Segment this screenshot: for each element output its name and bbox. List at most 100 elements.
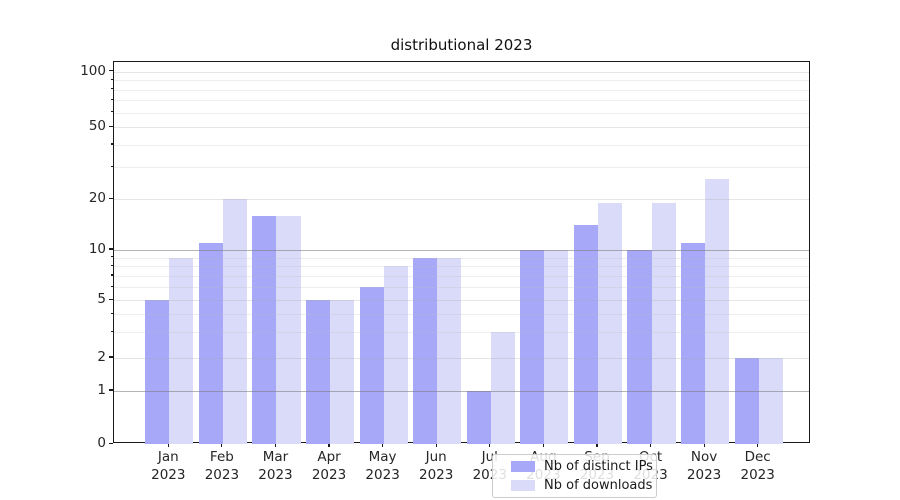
gridline-y-40 <box>114 144 809 146</box>
gridline-y-9 <box>114 257 809 259</box>
gridlines <box>114 62 809 442</box>
x-tick-label-dec: Dec 2023 <box>740 449 775 483</box>
y-minor-tick-mark-9 <box>110 256 113 258</box>
gridline-y-60 <box>114 112 809 114</box>
bar-ips-may <box>359 287 384 445</box>
y-tick-mark-100 <box>109 70 113 72</box>
bar-downloads-mar <box>276 215 301 445</box>
y-tick-label-50: 50 <box>88 118 106 135</box>
y-minor-tick-mark-3 <box>110 330 113 333</box>
x-tick-label-may: May 2023 <box>365 449 400 483</box>
bars <box>114 62 809 445</box>
gridline-y-70 <box>114 100 809 102</box>
bar-downloads-feb <box>222 199 247 445</box>
gridline-y-90 <box>114 80 809 82</box>
y-tick-mark-20 <box>109 197 113 199</box>
bar-ips-oct <box>627 250 652 445</box>
gridline-y-7 <box>114 275 809 277</box>
legend-swatch-distinct-ips <box>511 461 535 472</box>
legend-item-distinct-ips: Nb of distinct IPs <box>493 459 656 474</box>
y-minor-tick-mark-70 <box>110 98 113 100</box>
x-tick-mark-mar <box>274 443 277 447</box>
gridline-y-3 <box>114 332 809 334</box>
y-tick-label-5: 5 <box>97 291 106 308</box>
gridline-y-1 <box>114 391 809 392</box>
bar-ips-feb <box>198 243 223 445</box>
bar-downloads-nov <box>705 178 730 445</box>
y-minor-tick-mark-40 <box>110 143 113 145</box>
y-minor-tick-mark-4 <box>110 312 113 315</box>
bar-ips-sep <box>573 225 598 445</box>
y-tick-mark-5 <box>109 298 113 300</box>
y-minor-tick-mark-30 <box>110 165 113 168</box>
bar-downloads-may <box>383 266 408 445</box>
x-tick-mark-dec <box>757 443 759 447</box>
x-tick-mark-feb <box>221 443 223 447</box>
x-tick-label-mar: Mar 2023 <box>258 449 293 483</box>
x-tick-label-nov: Nov 2023 <box>686 449 722 483</box>
x-tick-mark-oct <box>649 443 652 447</box>
y-tick-mark-0 <box>109 442 113 444</box>
bar-ips-nov <box>681 243 706 445</box>
y-minor-tick-mark-6 <box>110 285 113 287</box>
bar-ips-apr <box>305 300 331 445</box>
legend: Nb of distinct IPs Nb of downloads <box>492 454 657 498</box>
y-tick-mark-50 <box>109 125 113 127</box>
bar-ips-dec <box>734 358 759 445</box>
y-minor-tick-mark-80 <box>110 88 113 90</box>
x-tick-mark-jun <box>435 443 437 447</box>
legend-item-downloads: Nb of downloads <box>493 478 656 493</box>
x-tick-mark-aug <box>542 443 544 447</box>
bar-downloads-jul <box>490 332 515 445</box>
bar-ips-aug <box>520 250 545 445</box>
x-tick-label-apr: Apr 2023 <box>311 449 347 483</box>
bar-downloads-aug <box>544 250 569 445</box>
bar-downloads-sep <box>597 203 623 445</box>
y-minor-tick-mark-90 <box>110 78 113 80</box>
gridline-y-10 <box>114 250 809 251</box>
x-tick-mark-nov <box>703 443 705 447</box>
bar-ips-jun <box>413 257 438 445</box>
y-tick-label-1: 1 <box>97 382 106 398</box>
x-tick-mark-apr <box>328 443 330 447</box>
y-minor-tick-mark-60 <box>110 111 113 113</box>
x-tick-label-jun: Jun 2023 <box>419 449 454 483</box>
bar-downloads-apr <box>330 300 355 445</box>
y-tick-label-20: 20 <box>88 190 106 207</box>
y-minor-tick-mark-7 <box>110 274 113 276</box>
x-tick-mark-sep <box>596 443 598 447</box>
gridline-y-6 <box>114 287 809 289</box>
y-tick-label-0: 0 <box>97 435 106 452</box>
gridline-y-8 <box>114 266 809 268</box>
legend-label-downloads: Nb of downloads <box>544 478 653 493</box>
x-tick-mark-jan <box>167 443 169 447</box>
legend-swatch-downloads <box>511 480 535 491</box>
bar-ips-mar <box>252 215 277 445</box>
x-tick-label-feb: Feb 2023 <box>204 449 240 483</box>
legend-label-distinct-ips: Nb of distinct IPs <box>544 459 653 474</box>
bar-downloads-oct <box>651 203 676 445</box>
gridline-y-100 <box>114 71 809 73</box>
bar-ips-jul <box>466 391 491 445</box>
gridline-y-4 <box>114 314 809 316</box>
gridline-y-20 <box>114 199 809 201</box>
gridline-y-30 <box>114 167 809 169</box>
x-tick-label-jan: Jan 2023 <box>151 449 186 483</box>
gridline-y-5 <box>114 300 809 302</box>
y-tick-label-2: 2 <box>97 349 106 365</box>
plot-area: Nb of distinct IPs Nb of downloads <box>113 61 810 498</box>
y-tick-label-100: 100 <box>80 62 106 79</box>
chart-title: distributional 2023 <box>390 36 533 54</box>
bar-downloads-jan <box>169 257 194 445</box>
bar-downloads-jun <box>437 257 462 445</box>
bar-ips-jan <box>145 300 170 445</box>
y-minor-tick-mark-8 <box>110 264 113 266</box>
y-tick-label-10: 10 <box>88 241 106 257</box>
bar-downloads-dec <box>758 358 783 445</box>
gridline-y-2 <box>114 358 809 359</box>
gridline-y-50 <box>114 127 809 129</box>
x-tick-mark-jul <box>489 443 491 447</box>
gridline-y-80 <box>114 89 809 91</box>
y-tick-mark-10 <box>109 248 113 250</box>
